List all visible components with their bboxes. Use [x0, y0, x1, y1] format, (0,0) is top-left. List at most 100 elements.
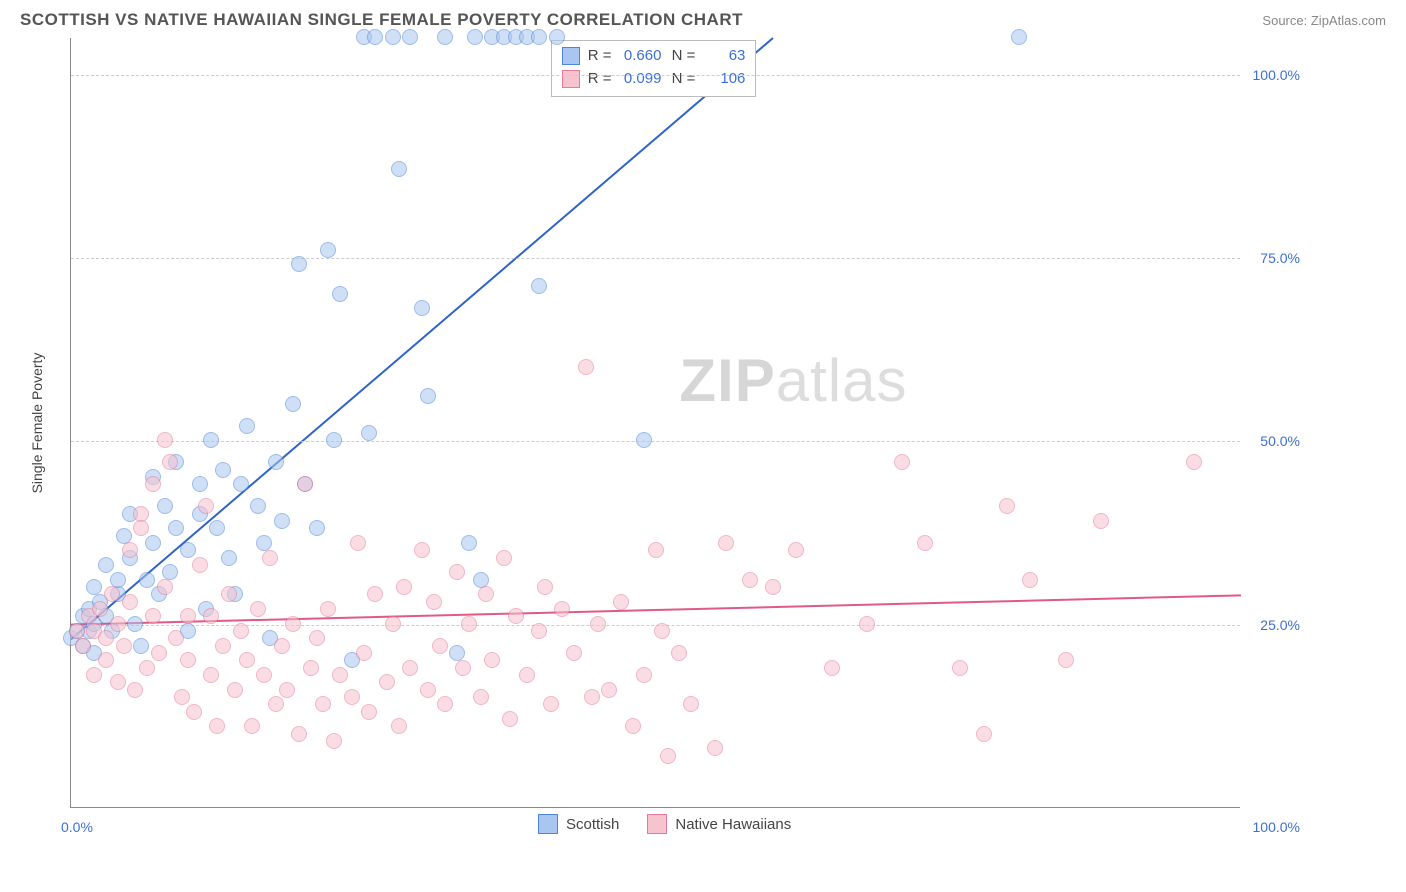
data-point: [976, 726, 992, 742]
data-point: [209, 520, 225, 536]
data-point: [402, 660, 418, 676]
data-point: [320, 242, 336, 258]
data-point: [566, 645, 582, 661]
stat-label: N =: [667, 68, 695, 91]
data-point: [385, 29, 401, 45]
data-point: [151, 645, 167, 661]
data-point: [707, 740, 723, 756]
data-point: [285, 616, 301, 632]
legend-label: Native Hawaiians: [675, 816, 791, 833]
chart-area: Single Female Poverty ZIPatlas R =0.660 …: [20, 38, 1310, 856]
data-point: [145, 608, 161, 624]
data-point: [391, 718, 407, 734]
data-point: [157, 432, 173, 448]
data-point: [279, 682, 295, 698]
data-point: [215, 462, 231, 478]
data-point: [361, 704, 377, 720]
data-point: [402, 29, 418, 45]
data-point: [824, 660, 840, 676]
data-point: [274, 513, 290, 529]
data-point: [361, 425, 377, 441]
data-point: [385, 616, 401, 632]
data-point: [461, 535, 477, 551]
data-point: [239, 652, 255, 668]
data-point: [221, 550, 237, 566]
source-label: Source: ZipAtlas.com: [1262, 13, 1386, 28]
legend-swatch: [562, 47, 580, 65]
data-point: [92, 601, 108, 617]
y-axis-label: Single Female Poverty: [29, 352, 45, 493]
data-point: [613, 594, 629, 610]
data-point: [303, 660, 319, 676]
stats-box: R =0.660 N =63R =0.099 N =106: [551, 40, 757, 97]
stat-n-value: 106: [701, 68, 745, 91]
data-point: [549, 29, 565, 45]
data-point: [1058, 652, 1074, 668]
y-tick-label: 100.0%: [1253, 67, 1300, 83]
data-point: [116, 528, 132, 544]
data-point: [432, 638, 448, 654]
data-point: [162, 454, 178, 470]
y-tick-label: 50.0%: [1260, 433, 1300, 449]
data-point: [174, 689, 190, 705]
data-point: [437, 696, 453, 712]
data-point: [636, 432, 652, 448]
data-point: [233, 476, 249, 492]
data-point: [127, 616, 143, 632]
data-point: [478, 586, 494, 602]
legend-swatch: [538, 814, 558, 834]
data-point: [157, 498, 173, 514]
data-point: [168, 520, 184, 536]
data-point: [531, 278, 547, 294]
data-point: [742, 572, 758, 588]
data-point: [227, 682, 243, 698]
data-point: [145, 535, 161, 551]
data-point: [1093, 513, 1109, 529]
data-point: [297, 476, 313, 492]
data-point: [291, 726, 307, 742]
trend-line: [71, 595, 1241, 624]
data-point: [309, 520, 325, 536]
data-point: [122, 594, 138, 610]
data-point: [531, 623, 547, 639]
data-point: [356, 645, 372, 661]
data-point: [315, 696, 331, 712]
data-point: [133, 638, 149, 654]
data-point: [660, 748, 676, 764]
data-point: [244, 718, 260, 734]
data-point: [379, 674, 395, 690]
data-point: [122, 542, 138, 558]
data-point: [420, 682, 436, 698]
data-point: [1022, 572, 1038, 588]
data-point: [256, 667, 272, 683]
data-point: [584, 689, 600, 705]
stat-r-value: 0.099: [617, 68, 661, 91]
stats-row: R =0.660 N =63: [562, 45, 746, 68]
data-point: [309, 630, 325, 646]
data-point: [133, 520, 149, 536]
data-point: [110, 572, 126, 588]
legend-item: Native Hawaiians: [647, 814, 791, 834]
data-point: [157, 579, 173, 595]
stat-n-value: 63: [701, 45, 745, 68]
data-point: [250, 498, 266, 514]
x-tick-label-left: 0.0%: [61, 819, 93, 835]
data-point: [221, 586, 237, 602]
data-point: [683, 696, 699, 712]
data-point: [192, 557, 208, 573]
data-point: [162, 564, 178, 580]
data-point: [449, 645, 465, 661]
x-tick-label-right: 100.0%: [1253, 819, 1300, 835]
data-point: [291, 256, 307, 272]
data-point: [139, 660, 155, 676]
data-point: [98, 557, 114, 573]
data-point: [461, 616, 477, 632]
data-point: [209, 718, 225, 734]
data-point: [426, 594, 442, 610]
data-point: [262, 550, 278, 566]
data-point: [467, 29, 483, 45]
source-link[interactable]: ZipAtlas.com: [1311, 13, 1386, 28]
data-point: [502, 711, 518, 727]
data-point: [648, 542, 664, 558]
data-point: [326, 432, 342, 448]
